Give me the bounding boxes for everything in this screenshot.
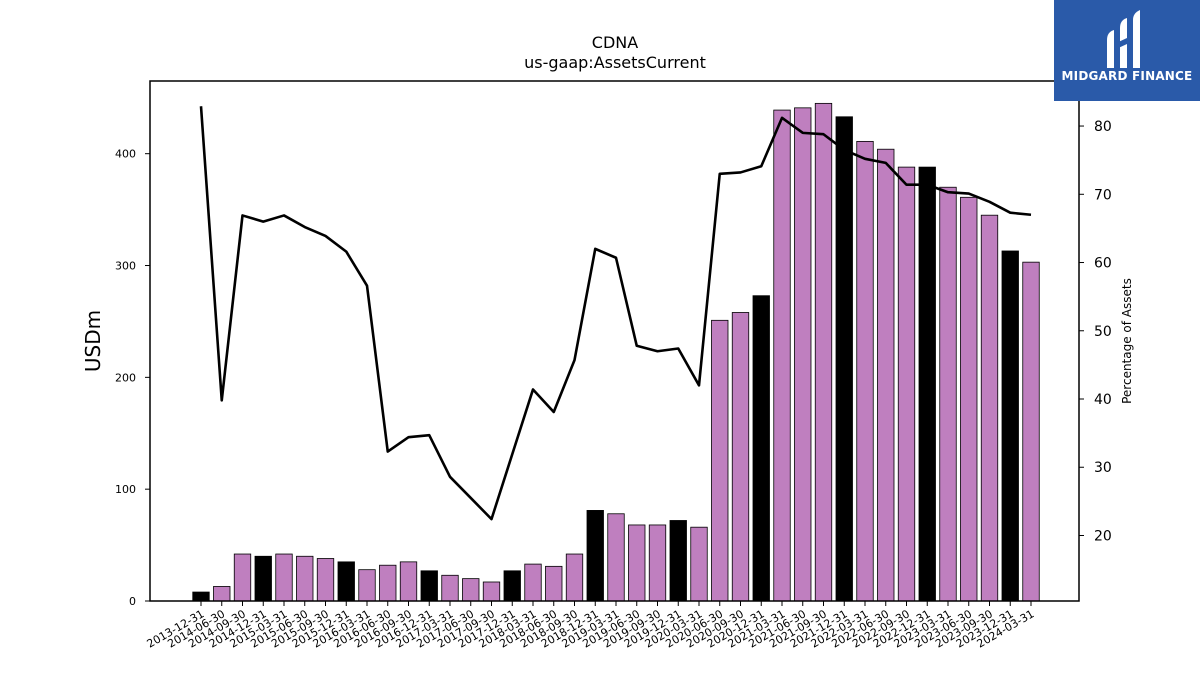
bar-2014-09-30 xyxy=(233,553,252,602)
plot-frame xyxy=(149,80,1080,602)
y-axis-label: USDm xyxy=(81,310,105,372)
bar-2021-06-30 xyxy=(794,107,812,602)
bar-2019-09-30 xyxy=(648,524,667,602)
bar-2023-03-31 xyxy=(939,186,957,602)
y-tick-label: 400 xyxy=(115,148,136,161)
y-tick-label: 0 xyxy=(129,595,136,608)
bar-2018-09-30 xyxy=(565,553,584,602)
y-tick-label: 200 xyxy=(115,371,136,384)
bar-2013-12-31 xyxy=(192,591,210,602)
bar-2024-03-31 xyxy=(1022,261,1040,602)
bar-2017-09-30 xyxy=(482,581,501,602)
bar-2015-12-31 xyxy=(337,561,355,602)
bar-2019-03-31 xyxy=(607,513,625,602)
bar-2019-06-30 xyxy=(628,524,646,602)
y2-tick-label: 40 xyxy=(1094,392,1112,408)
bar-2018-03-31 xyxy=(524,563,542,602)
chart-subtitle: us-gaap:AssetsCurrent xyxy=(524,53,706,72)
bar-2016-09-30 xyxy=(399,561,418,602)
brand-name: MIDGARD FINANCE xyxy=(1061,69,1193,83)
bar-2022-12-31 xyxy=(918,166,936,602)
bar-2022-06-30 xyxy=(877,148,895,602)
bar-2021-12-31 xyxy=(835,116,853,602)
bars xyxy=(192,102,1040,602)
bar-2016-03-31 xyxy=(358,569,376,602)
percentage-line xyxy=(199,106,1032,521)
y2-tick-label: 50 xyxy=(1094,324,1112,340)
y2-axis: 20 30 40 50 60 70 80 xyxy=(1079,119,1112,544)
brand-logo: MIDGARD FINANCE xyxy=(1054,0,1200,101)
bar-2022-03-31 xyxy=(856,140,874,602)
bar-2018-12-31 xyxy=(586,510,604,602)
bar-2016-06-30 xyxy=(379,564,397,602)
bar-2021-09-30 xyxy=(814,102,833,602)
y-tick-label: 300 xyxy=(115,260,136,273)
midgard-m-logo-icon xyxy=(1107,10,1140,68)
y2-tick-label: 70 xyxy=(1094,187,1112,203)
y2-tick-label: 30 xyxy=(1094,460,1112,476)
line-series xyxy=(199,106,1032,521)
bar-2021-03-31 xyxy=(773,109,791,602)
bar-2023-12-31 xyxy=(1001,250,1019,602)
bar-2015-09-30 xyxy=(316,558,335,602)
bar-2020-12-31 xyxy=(752,295,770,602)
bar-2015-06-30 xyxy=(296,555,314,602)
bar-2018-06-30 xyxy=(545,565,563,602)
y-axis: 0 100 200 300 400 xyxy=(115,148,150,608)
bar-2022-09-30 xyxy=(897,166,916,602)
chart-title: CDNA xyxy=(592,33,638,52)
bar-2015-03-31 xyxy=(275,553,293,602)
bar-2014-06-30 xyxy=(213,586,231,602)
y2-tick-label: 80 xyxy=(1094,119,1112,135)
y2-tick-label: 60 xyxy=(1094,256,1112,272)
bar-2023-06-30 xyxy=(960,196,978,602)
bar-2020-03-31 xyxy=(690,526,708,602)
bar-2020-06-30 xyxy=(711,319,729,602)
x-axis: 2013-12-312014-06-302014-09-302014-12-31… xyxy=(145,601,1037,651)
bar-2016-12-31 xyxy=(420,570,438,602)
bar-2023-09-30 xyxy=(980,214,999,602)
bar-2014-12-31 xyxy=(254,555,272,602)
bar-2017-03-31 xyxy=(441,574,459,602)
bar-2019-12-31 xyxy=(669,520,687,602)
bar-2020-09-30 xyxy=(731,312,750,602)
y-tick-label: 100 xyxy=(115,483,136,496)
y2-tick-label: 20 xyxy=(1094,528,1112,544)
bar-2017-06-30 xyxy=(462,578,480,602)
y2-axis-label: Percentage of Assets xyxy=(1120,278,1134,404)
bar-2017-12-31 xyxy=(503,570,521,602)
